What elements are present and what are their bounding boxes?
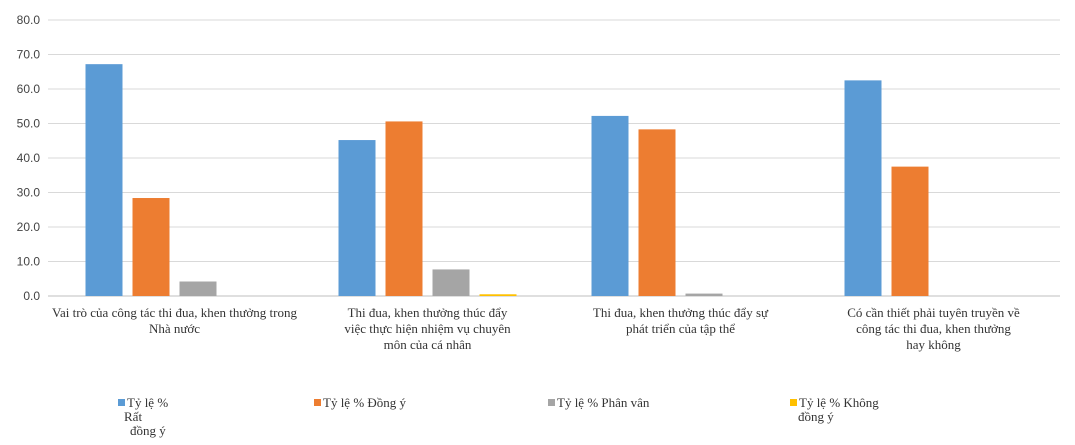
legend-label: Tỷ lệ % Đồng ý bbox=[323, 395, 407, 410]
category-label: hay không bbox=[906, 337, 961, 352]
y-axis-ticks: 0.0 10.0 20.0 30.0 40.0 50.0 60.0 70.0 80.0 bbox=[17, 13, 41, 303]
legend-label: Tỷ lệ % Không bbox=[799, 395, 879, 410]
y-tick-label: 30.0 bbox=[17, 186, 41, 200]
category-label: Nhà nước bbox=[149, 321, 200, 336]
category-label: môn của cá nhân bbox=[384, 337, 472, 352]
y-tick-label: 60.0 bbox=[17, 82, 41, 96]
bar-series-1-cat-1 bbox=[386, 121, 423, 296]
category-label: Thi đua, khen thưởng thúc đẩy bbox=[348, 305, 508, 320]
bar-series-2-cat-2 bbox=[686, 294, 723, 296]
legend-swatch bbox=[314, 399, 321, 406]
category-label: phát triển của tập thể bbox=[626, 321, 735, 336]
bar-series-1-cat-2 bbox=[639, 129, 676, 296]
y-tick-label: 70.0 bbox=[17, 48, 41, 62]
legend-label: Tỷ lệ % bbox=[127, 395, 168, 410]
legend-label: Tỷ lệ % Phân vân bbox=[557, 395, 650, 410]
category-label: Thi đua, khen thưởng thúc đẩy sự bbox=[593, 305, 769, 320]
bar-series-2-cat-0 bbox=[180, 282, 217, 296]
y-tick-label: 50.0 bbox=[17, 117, 41, 131]
legend-swatch bbox=[118, 399, 125, 406]
legend-swatch bbox=[790, 399, 797, 406]
category-label: việc thực hiện nhiệm vụ chuyên bbox=[344, 321, 511, 336]
bar-series-0-cat-0 bbox=[86, 64, 123, 296]
y-tick-label: 80.0 bbox=[17, 13, 41, 27]
y-tick-label: 0.0 bbox=[23, 289, 40, 303]
legend-label: đồng ý bbox=[130, 423, 166, 438]
bar-series-1-cat-3 bbox=[892, 167, 929, 296]
category-label: Vai trò của công tác thi đua, khen thưởn… bbox=[52, 305, 297, 320]
bar-series-0-cat-2 bbox=[592, 116, 629, 296]
category-label: Có cần thiết phải tuyên truyền về bbox=[847, 305, 1020, 320]
legend-label: Rất bbox=[124, 409, 142, 424]
y-tick-label: 20.0 bbox=[17, 220, 41, 234]
category-label: công tác thi đua, khen thưởng bbox=[856, 321, 1011, 336]
y-tick-label: 10.0 bbox=[17, 255, 41, 269]
bar-series-2-cat-1 bbox=[433, 269, 470, 296]
legend-label: đồng ý bbox=[798, 409, 834, 424]
bar-series-3-cat-1 bbox=[480, 294, 517, 296]
bar-series-0-cat-3 bbox=[845, 80, 882, 296]
bar-series-0-cat-1 bbox=[339, 140, 376, 296]
bar-series-1-cat-0 bbox=[133, 198, 170, 296]
y-tick-label: 40.0 bbox=[17, 151, 41, 165]
category-labels: Vai trò của công tác thi đua, khen thưởn… bbox=[52, 305, 1020, 352]
legend-swatch bbox=[548, 399, 555, 406]
